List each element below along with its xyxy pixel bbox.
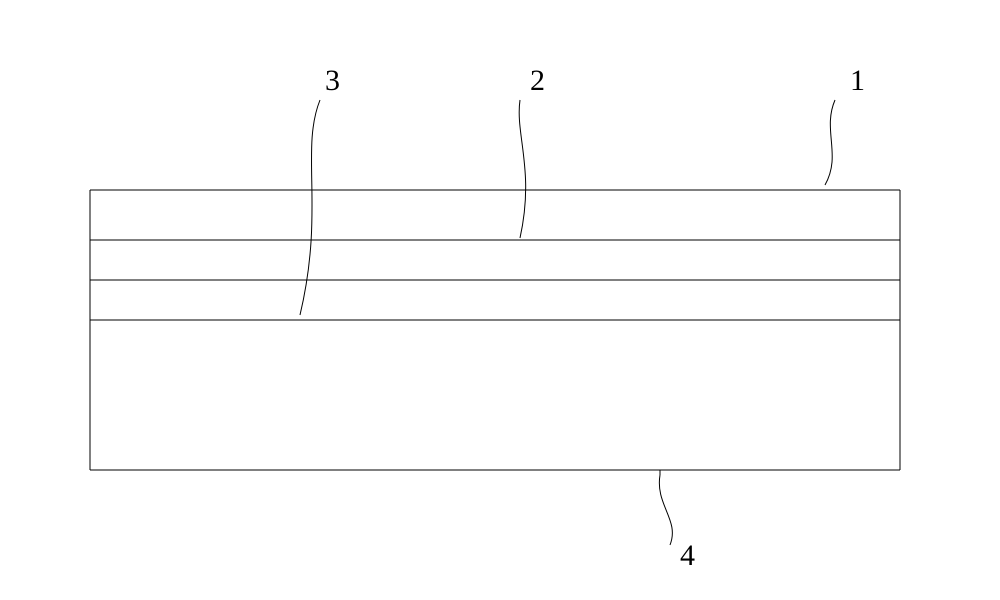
label-4: 4 bbox=[680, 539, 695, 572]
label-1: 1 bbox=[850, 64, 865, 97]
label-3: 3 bbox=[325, 64, 340, 97]
label-2: 2 bbox=[530, 64, 545, 97]
